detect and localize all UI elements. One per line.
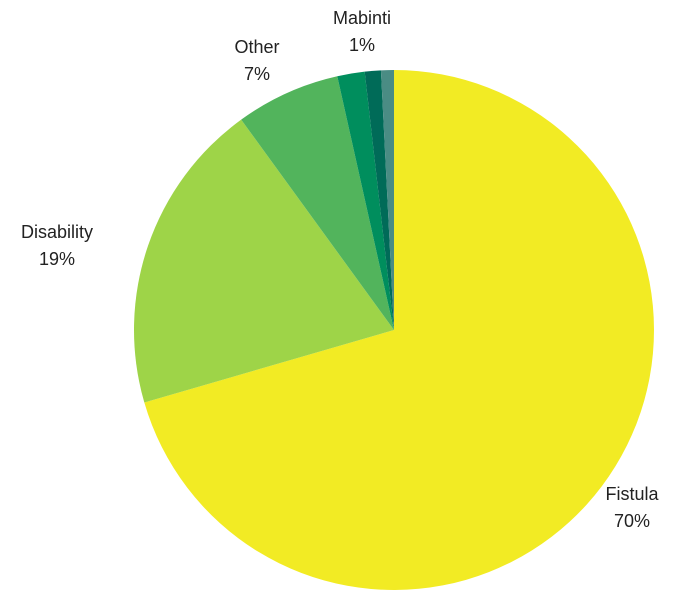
pie-slices (133, 70, 654, 590)
slice-percent-fistula: 70% (614, 511, 650, 531)
pie-slice-4 (364, 70, 394, 330)
pie-slice-fistula (144, 70, 654, 590)
slice-percent-disability: 19% (39, 249, 75, 269)
slice-label-fistula: Fistula (605, 484, 659, 504)
slice-label-other: Other (234, 37, 279, 57)
slice-label-mabinti: Mabinti (333, 8, 391, 28)
pie-slice-mabinti (380, 70, 394, 330)
pie-slice-other (241, 76, 394, 330)
pie-labels: Fistula 70% Disability 19% Other 7% Mabi… (21, 8, 660, 531)
slice-label-disability: Disability (21, 222, 93, 242)
slice-percent-other: 7% (244, 64, 270, 84)
pie-slice-disability (133, 119, 394, 403)
slice-percent-mabinti: 1% (349, 35, 375, 55)
pie-slice-3 (337, 71, 394, 330)
